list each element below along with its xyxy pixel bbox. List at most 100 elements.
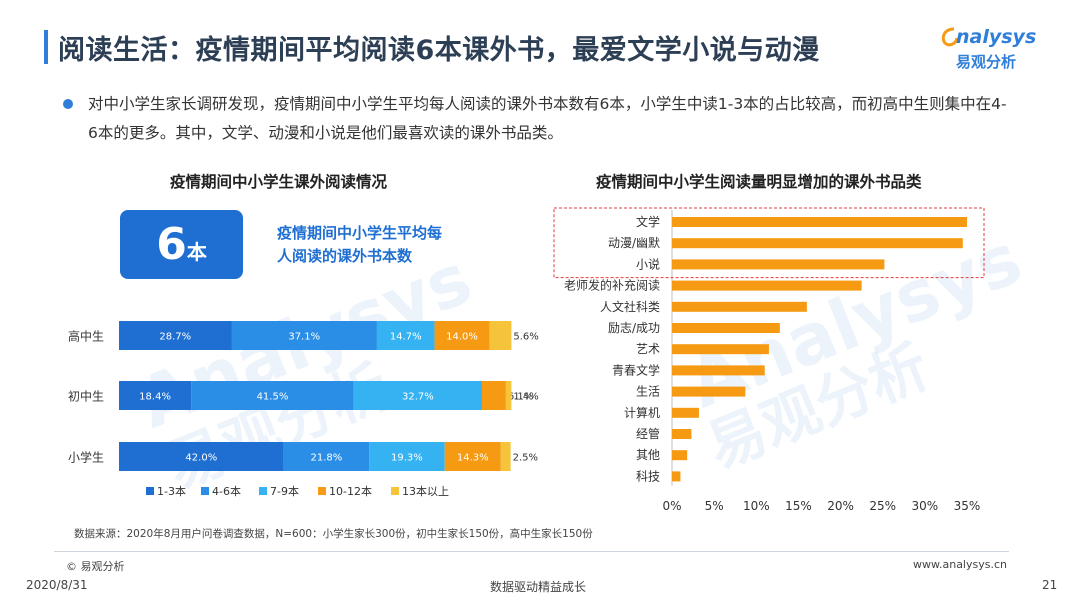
- category-label: 小说: [636, 256, 660, 271]
- x-tick-label: 30%: [912, 499, 939, 513]
- footer-website-link[interactable]: www.analysys.cn: [913, 558, 1007, 571]
- category-label: 青春文学: [612, 362, 660, 377]
- stacked-bar-segment: [376, 321, 435, 350]
- x-tick-label: 15%: [785, 499, 812, 513]
- summary-text: 对中小学生家长调研发现，疫情期间中小学生平均每人阅读的课外书本数有6本，小学生中…: [88, 95, 1007, 142]
- data-label: 42.0%: [185, 453, 217, 464]
- category-label: 科技: [636, 469, 660, 483]
- category-bar: [672, 323, 780, 333]
- stacked-bar-segment: [353, 381, 482, 410]
- stacked-bar-segment: [444, 442, 501, 471]
- data-label: 19.3%: [391, 453, 423, 464]
- category-bar: [672, 301, 807, 312]
- category-label: 经管: [636, 426, 660, 441]
- x-tick-label: 0%: [662, 499, 681, 513]
- category-bar: [672, 280, 862, 291]
- average-books-description: 疫情期间中小学生平均每 人阅读的课外书本数: [277, 222, 477, 268]
- x-tick-label: 35%: [954, 499, 981, 513]
- x-tick-label: 10%: [743, 499, 770, 513]
- category-bar: [672, 407, 699, 418]
- category-label: 艺术: [636, 342, 660, 356]
- x-tick-label: 20%: [827, 499, 854, 513]
- legend-label: 7-9本: [270, 484, 299, 498]
- analysys-logo: nalysys 易观分析: [941, 26, 1054, 74]
- data-label: 5.6%: [513, 332, 538, 343]
- average-books-desc-line2: 人阅读的课外书本数: [277, 247, 413, 265]
- left-chart-title: 疫情期间中小学生课外阅读情况: [170, 173, 388, 191]
- category-label: 文学: [636, 214, 660, 229]
- stacked-bar-segment: [500, 442, 511, 471]
- legend-label: 1-3本: [157, 484, 186, 498]
- stacked-bar-segment: [434, 321, 490, 350]
- stacked-bar-segment: [119, 381, 192, 410]
- category-bar: [672, 429, 692, 439]
- data-source-note: 数据来源：2020年8月用户问卷调查数据，N=600：小学生家长300份，初中生…: [74, 528, 593, 540]
- legend-swatch: [318, 487, 326, 495]
- category-label: 高中生: [68, 329, 104, 344]
- title-accent-bar: [44, 30, 48, 64]
- category-bar: [672, 365, 765, 376]
- data-label: 14.3%: [457, 453, 489, 464]
- logo-text-cn: 易观分析: [956, 53, 1017, 71]
- footer-date: 2020/8/31: [26, 578, 88, 592]
- reading-count-stacked-chart: 高中生 28.7% 37.1% 14.7% 14.0% 5.6% 初中生 18.4% 41.5%…: [68, 321, 539, 498]
- category-label: 老师发的补充阅读: [564, 278, 660, 293]
- data-label: 37.1%: [288, 332, 320, 343]
- x-tick-label: 25%: [869, 499, 896, 513]
- legend-swatch: [201, 487, 209, 495]
- stacked-bar-segment: [231, 321, 377, 350]
- right-chart-title: 疫情期间中小学生阅读量明显增加的课外书品类: [596, 173, 922, 191]
- page-title: 阅读生活：疫情期间平均阅读6本课外书，最爱文学小说与动漫: [58, 35, 820, 66]
- category-bar: [672, 450, 688, 461]
- data-label: 1.4%: [513, 392, 538, 403]
- stacked-bar-segment: [481, 381, 506, 410]
- logo-swoosh-icon: [941, 27, 959, 47]
- average-books-unit: 本: [186, 240, 207, 264]
- stacked-bar-segment: [191, 381, 354, 410]
- category-label: 生活: [636, 385, 660, 399]
- average-books-desc-line1: 疫情期间中小学生平均每: [277, 224, 443, 242]
- page-number: 21: [1042, 578, 1058, 592]
- category-bar: [672, 259, 885, 270]
- category-label: 初中生: [68, 389, 104, 404]
- category-label: 计算机: [624, 405, 660, 420]
- category-bar: [672, 217, 967, 227]
- data-label: 32.7%: [402, 392, 434, 403]
- stacked-bar-segment: [369, 442, 445, 471]
- category-bar: [672, 386, 746, 397]
- category-bar: [672, 471, 681, 482]
- legend-swatch: [259, 487, 267, 495]
- footer-copyright: © 易观分析: [66, 560, 125, 573]
- category-label: 小学生: [68, 450, 104, 465]
- legend-label: 13本以上: [402, 484, 449, 498]
- logo-text-en: nalysys: [956, 26, 1037, 48]
- data-label: 14.7%: [390, 332, 422, 343]
- data-label: 14.0%: [446, 332, 478, 343]
- footer-divider: [54, 551, 1009, 552]
- category-label: 人文社科类: [600, 299, 660, 314]
- legend-label: 4-6本: [212, 484, 241, 498]
- category-label: 励志/成功: [608, 321, 660, 335]
- stacked-bar-segment: [505, 381, 512, 410]
- category-label: 其他: [636, 448, 660, 462]
- bullet-icon: [63, 99, 73, 109]
- data-label: 28.7%: [159, 332, 191, 343]
- legend-label: 10-12本: [329, 484, 372, 498]
- data-label: 21.8%: [310, 453, 342, 464]
- stacked-bar-segment: [119, 442, 284, 471]
- book-category-bar-chart: 文学动漫/幽默小说老师发的补充阅读人文社科类励志/成功艺术青春文学生活计算机经管…: [553, 207, 985, 513]
- legend-swatch: [146, 487, 154, 495]
- stacked-bar-segment: [489, 321, 512, 350]
- x-tick-label: 5%: [705, 499, 724, 513]
- average-books-number: 6: [156, 219, 187, 270]
- data-label: 2.5%: [513, 453, 538, 464]
- stacked-bar-segment: [119, 321, 232, 350]
- average-books-card: 6本: [120, 210, 243, 279]
- footer-slogan: 数据驱动精益成长: [490, 580, 587, 594]
- category-bar: [672, 344, 769, 355]
- category-label: 动漫/幽默: [608, 235, 660, 250]
- top-categories-highlight-box: [553, 207, 985, 279]
- stacked-bar-segment: [283, 442, 370, 471]
- data-label: 6.1%: [508, 392, 533, 403]
- data-label: 18.4%: [139, 392, 171, 403]
